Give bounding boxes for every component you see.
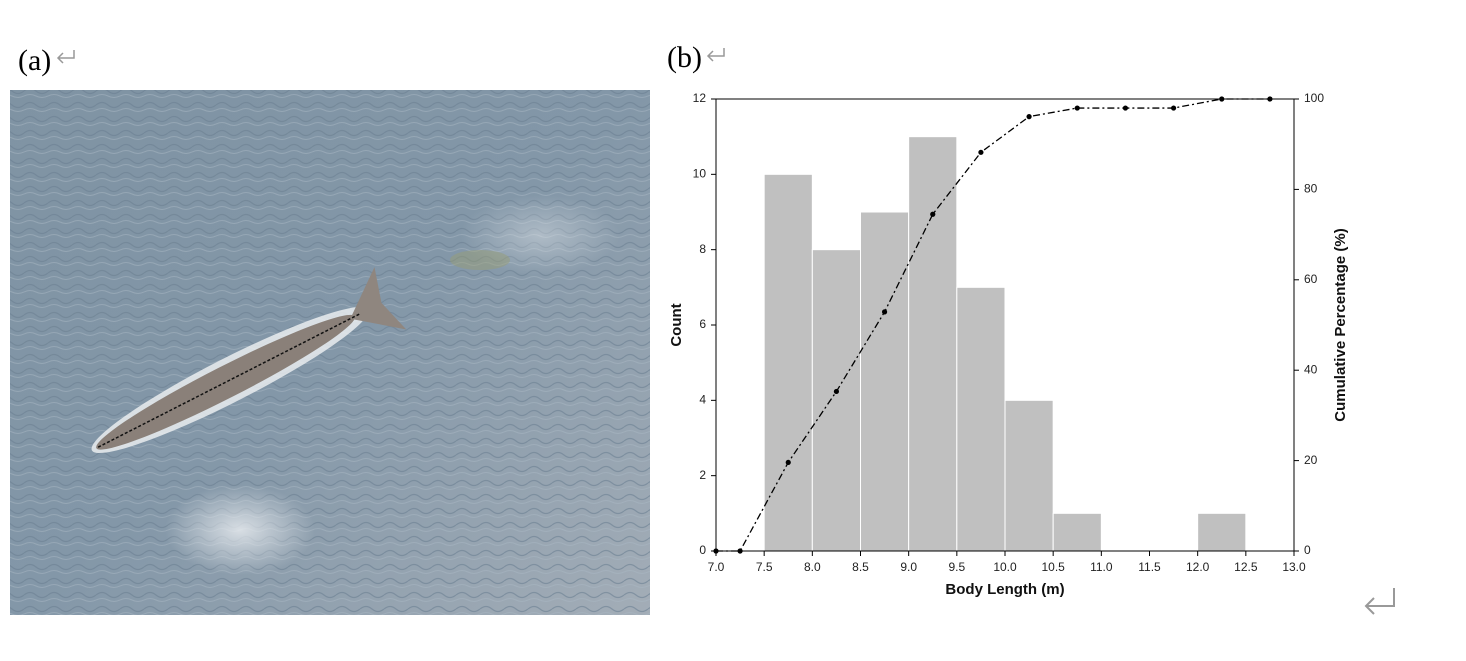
cumulative-marker (1170, 105, 1177, 111)
x-tick-label: 10.0 (993, 560, 1017, 574)
y-tick-label: 12 (693, 91, 707, 105)
y2-tick-label: 20 (1304, 453, 1318, 467)
cumulative-marker (978, 149, 984, 155)
y-tick-label: 2 (699, 468, 706, 482)
y-tick-label: 8 (699, 242, 706, 256)
x-tick-label: 9.5 (948, 560, 965, 574)
y2-tick-label: 100 (1304, 91, 1324, 105)
y-tick-label: 4 (699, 393, 706, 407)
bar (1004, 399, 1054, 552)
x-tick-label: 12.5 (1234, 560, 1258, 574)
x-tick-label: 11.0 (1090, 560, 1113, 574)
cumulative-marker (930, 211, 936, 217)
return-mark (56, 50, 75, 64)
x-tick-label: 11.5 (1138, 560, 1161, 574)
y2-tick-label: 40 (1304, 362, 1318, 376)
y-tick-label: 10 (693, 167, 707, 181)
x-tick-label: 8.0 (804, 560, 821, 574)
bar (1052, 512, 1102, 552)
bar (763, 173, 813, 552)
return-mark (1364, 588, 1395, 615)
panel-label: (a) (18, 44, 51, 77)
cumulative-marker (785, 459, 791, 466)
y2-axis-title: Cumulative Percentage (%) (1332, 228, 1349, 421)
y-tick-label: 0 (699, 543, 706, 557)
bar (1197, 512, 1247, 552)
x-tick-label: 12.0 (1186, 560, 1210, 574)
photo (10, 90, 650, 615)
bar (956, 286, 1006, 552)
x-tick-label: 8.5 (852, 560, 869, 574)
x-tick-label: 10.5 (1041, 560, 1065, 574)
y2-tick-label: 80 (1304, 182, 1318, 196)
cumulative-marker (1074, 105, 1080, 111)
cumulative-marker (881, 309, 888, 315)
x-tick-label: 9.0 (900, 560, 917, 574)
x-tick-label: 13.0 (1282, 560, 1306, 574)
y2-tick-label: 0 (1304, 543, 1311, 557)
panel-label: (b) (667, 41, 702, 74)
cumulative-marker (1122, 105, 1129, 111)
bar (860, 211, 910, 552)
x-tick-label: 7.5 (756, 560, 773, 574)
bar (908, 136, 958, 552)
histogram-chart: 7.0 7.5 8.0 8.5 9.0 9.5 10.0 10.5 11.0 11.5 12.0 12… (693, 91, 1325, 574)
cumulative-marker (1026, 114, 1032, 120)
y2-tick-label: 60 (1304, 272, 1318, 286)
cumulative-marker (833, 388, 840, 395)
y-tick-label: 6 (699, 317, 706, 331)
return-mark (706, 48, 725, 62)
x-axis-title: Body Length (m) (945, 581, 1064, 598)
x-tick-label: 7.0 (708, 560, 725, 574)
bar (811, 249, 861, 552)
y-axis-title: Count (668, 303, 685, 346)
